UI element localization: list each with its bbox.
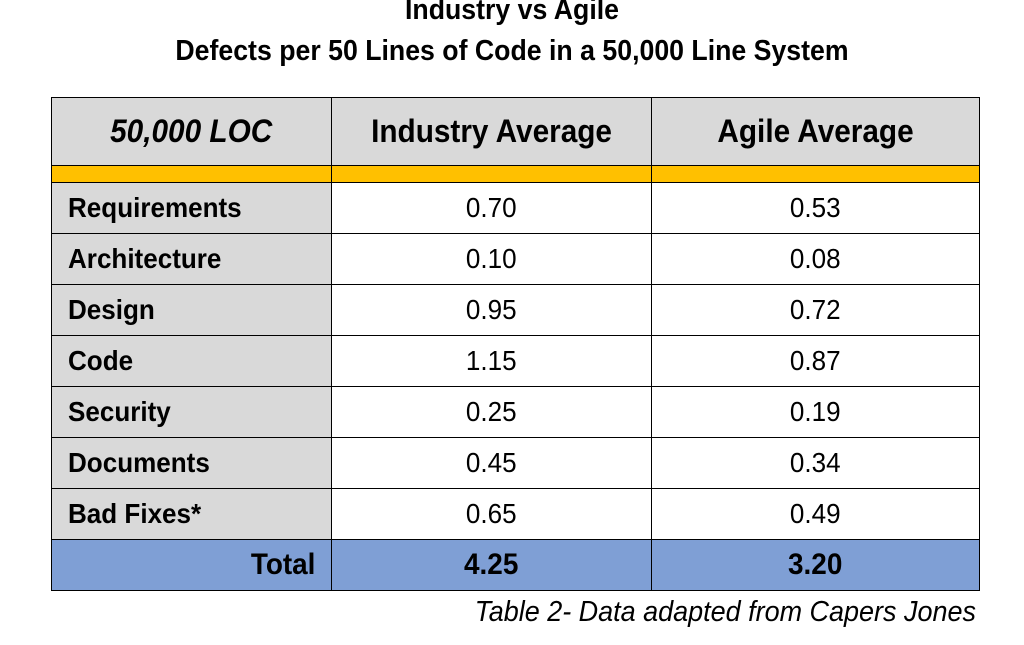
industry-value-cell: 0.70 — [331, 182, 652, 234]
agile-value-cell: 0.19 — [651, 386, 980, 438]
row-label-cell: Design — [51, 284, 332, 336]
industry-value-cell: 0.25 — [331, 386, 652, 438]
row-label: Design — [68, 294, 155, 325]
industry-value: 0.45 — [466, 447, 517, 478]
defects-table: 50,000 LOC Industry Average Agile Averag… — [51, 97, 980, 591]
agile-value-cell: 0.87 — [651, 335, 980, 387]
agile-value: 0.08 — [790, 243, 841, 274]
accent-stripe-cell — [331, 165, 652, 183]
row-label: Bad Fixes* — [68, 498, 202, 529]
table-title-line-1: Industry vs Agile — [404, 0, 619, 26]
row-label-cell: Requirements — [51, 182, 332, 234]
table-row: Requirements 0.70 0.53 — [51, 182, 980, 234]
accent-stripe-cell — [51, 165, 332, 183]
agile-value: 0.19 — [790, 396, 841, 427]
row-label: Documents — [68, 447, 210, 478]
total-agile-cell: 3.20 — [651, 539, 980, 591]
column-header-loc-text: 50,000 LOC — [110, 113, 273, 149]
industry-value-cell: 0.10 — [331, 233, 652, 285]
accent-stripe-row — [51, 165, 980, 183]
header-row: 50,000 LOC Industry Average Agile Averag… — [51, 97, 980, 166]
row-label-cell: Documents — [51, 437, 332, 489]
total-row: Total 4.25 3.20 — [51, 539, 980, 591]
row-label: Security — [68, 396, 171, 427]
column-header-industry-text: Industry Average — [371, 113, 612, 149]
table-title-line-2: Defects per 50 Lines of Code in a 50,000… — [175, 35, 849, 67]
agile-value: 0.34 — [790, 447, 841, 478]
total-industry-cell: 4.25 — [331, 539, 652, 591]
row-label-cell: Security — [51, 386, 332, 438]
industry-value: 0.25 — [466, 396, 517, 427]
table-row: Documents 0.45 0.34 — [51, 437, 980, 489]
column-header-agile-text: Agile Average — [717, 113, 914, 149]
row-label: Code — [68, 345, 134, 376]
industry-value: 0.10 — [466, 243, 517, 274]
agile-value: 0.53 — [790, 192, 841, 223]
row-label: Architecture — [68, 243, 222, 274]
agile-value: 0.87 — [790, 345, 841, 376]
industry-value: 0.95 — [466, 294, 517, 325]
table-body: Requirements 0.70 0.53 Architecture 0.10 0.08… — [51, 165, 980, 591]
table-row: Architecture 0.10 0.08 — [51, 233, 980, 285]
row-label-cell: Bad Fixes* — [51, 488, 332, 540]
agile-value-cell: 0.72 — [651, 284, 980, 336]
column-header-industry: Industry Average — [331, 97, 652, 166]
agile-value-cell: 0.34 — [651, 437, 980, 489]
total-agile-value: 3.20 — [788, 548, 843, 581]
total-industry-value: 4.25 — [464, 548, 519, 581]
industry-value-cell: 0.95 — [331, 284, 652, 336]
total-label-cell: Total — [51, 539, 332, 591]
row-label-cell: Code — [51, 335, 332, 387]
agile-value-cell: 0.08 — [651, 233, 980, 285]
table-row: Security 0.25 0.19 — [51, 386, 980, 438]
industry-value-cell: 0.45 — [331, 437, 652, 489]
industry-value: 0.65 — [466, 498, 517, 529]
column-header-loc: 50,000 LOC — [51, 97, 332, 166]
table-row: Design 0.95 0.72 — [51, 284, 980, 336]
row-label-cell: Architecture — [51, 233, 332, 285]
industry-value: 0.70 — [466, 192, 517, 223]
row-label: Requirements — [68, 192, 242, 223]
industry-value-cell: 0.65 — [331, 488, 652, 540]
table-row: Code 1.15 0.87 — [51, 335, 980, 387]
accent-stripe-cell — [651, 165, 980, 183]
industry-value: 1.15 — [466, 345, 517, 376]
table-row: Bad Fixes* 0.65 0.49 — [51, 488, 980, 540]
agile-value-cell: 0.53 — [651, 182, 980, 234]
agile-value: 0.72 — [790, 294, 841, 325]
agile-value: 0.49 — [790, 498, 841, 529]
agile-value-cell: 0.49 — [651, 488, 980, 540]
industry-value-cell: 1.15 — [331, 335, 652, 387]
column-header-agile: Agile Average — [651, 97, 980, 166]
table-caption: Table 2- Data adapted from Capers Jones — [474, 596, 976, 628]
total-label: Total — [250, 548, 315, 581]
